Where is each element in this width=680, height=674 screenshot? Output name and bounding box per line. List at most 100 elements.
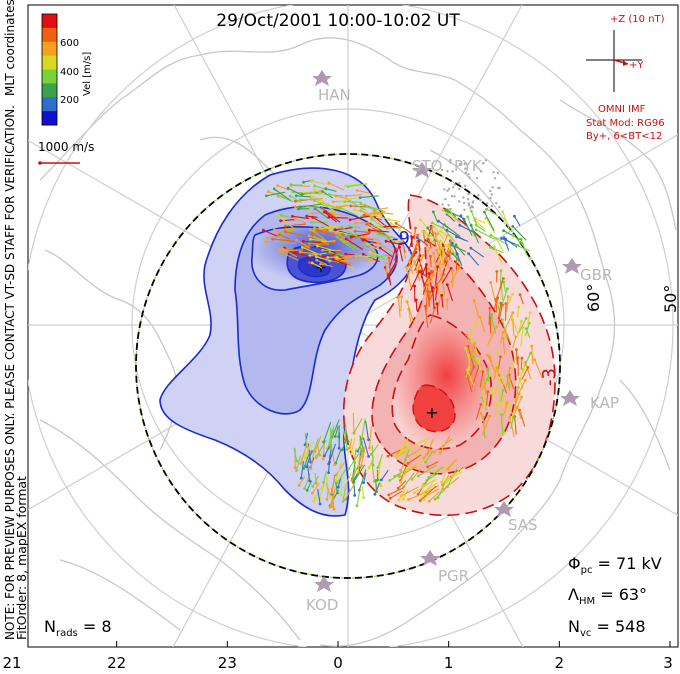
ground-scatter-dot: [464, 167, 467, 170]
velocity-vector-origin: [321, 457, 325, 461]
velocity-vector: [494, 377, 501, 395]
velocity-vector-origin: [397, 295, 400, 299]
velocity-vector: [474, 218, 486, 224]
velocity-vector-origin: [439, 229, 442, 233]
velocity-vector-origin: [326, 256, 330, 259]
velocity-vector: [368, 426, 372, 448]
velocity-vector-origin: [424, 460, 427, 464]
velocity-vector: [418, 464, 437, 477]
hm-boundary-green: [135, 153, 561, 579]
velocity-vector: [364, 204, 386, 213]
velocity-vector: [500, 414, 504, 436]
velocity-vector: [512, 319, 515, 336]
velocity-vector-origin: [344, 255, 348, 258]
velocity-vector-origin: [367, 228, 371, 232]
velocity-vector: [279, 234, 291, 240]
velocity-vector: [346, 194, 362, 197]
velocity-vector-origin: [318, 453, 322, 457]
velocity-vector: [378, 461, 382, 474]
velocity-vector-origin: [361, 252, 365, 256]
velocity-vector-origin: [502, 236, 506, 240]
velocity-vector-origin: [432, 225, 436, 228]
velocity-vector-origin: [398, 452, 402, 456]
velocity-vector-origin: [366, 242, 369, 246]
velocity-vector-origin: [325, 226, 328, 229]
velocity-vector-origin: [504, 302, 508, 306]
velocity-vector: [473, 300, 480, 318]
velocity-vector-origin: [498, 376, 502, 380]
velocity-vector-origin: [332, 507, 336, 511]
velocity-vector-origin: [348, 218, 352, 222]
velocity-vector-origin: [427, 272, 431, 275]
velocity-vector-origin: [321, 248, 324, 252]
velocity-vector: [331, 419, 340, 438]
velocity-vector: [489, 356, 494, 370]
ground-scatter-dot: [444, 197, 447, 201]
velocity-vector: [263, 229, 278, 237]
velocity-vector: [345, 238, 364, 250]
velocity-vector-origin: [384, 262, 388, 265]
velocity-vector-origin: [511, 225, 515, 228]
velocity-vector-origin: [340, 237, 343, 241]
velocity-vector-origin: [345, 448, 349, 451]
velocity-vector-origin: [310, 232, 314, 235]
velocity-vector-origin: [348, 199, 351, 203]
velocity-vector: [389, 219, 401, 222]
velocity-vector-origin: [529, 351, 532, 355]
velocity-vector: [513, 215, 521, 227]
velocity-vector: [328, 216, 349, 219]
velocity-vector: [372, 214, 392, 221]
velocity-vector: [449, 209, 456, 221]
velocity-vector-origin: [367, 455, 370, 458]
velocity-vector: [424, 306, 429, 328]
ground-scatter-dot: [486, 202, 489, 205]
velocity-vector-origin: [467, 252, 470, 256]
velocity-vector-origin: [413, 491, 416, 495]
velocity-vector: [353, 464, 366, 483]
velocity-vector-origin: [405, 468, 409, 472]
velocity-vector: [323, 445, 331, 457]
velocity-vector-origin: [482, 378, 486, 382]
velocity-vector-origin: [282, 249, 286, 253]
velocity-vector: [432, 211, 439, 223]
velocity-vector-origin: [423, 231, 427, 235]
velocity-vector-origin: [466, 215, 469, 219]
velocity-vector: [480, 413, 486, 424]
station-label-sto: STO: [412, 157, 443, 175]
velocity-vector: [360, 449, 365, 466]
velocity-vector-origin: [517, 392, 521, 396]
velocity-vector: [355, 222, 372, 224]
velocity-vector: [428, 491, 440, 502]
velocity-vector-origin: [445, 228, 449, 232]
velocity-vector: [452, 244, 467, 253]
velocity-vector: [445, 209, 456, 215]
stat-phi-pc: Φpc = 71 kV: [568, 554, 662, 576]
velocity-vector: [466, 334, 476, 355]
velocity-vector-origin: [479, 403, 483, 406]
velocity-vector: [304, 442, 311, 459]
velocity-vector-origin: [501, 337, 505, 340]
ground-scatter-dot: [467, 198, 470, 201]
velocity-vector-origin: [435, 248, 439, 252]
velocity-vector-origin: [358, 488, 361, 492]
velocity-vector: [423, 275, 434, 295]
velocity-vector-origin: [294, 199, 297, 203]
velocity-vector-origin: [493, 245, 496, 249]
colorbar-segment: [42, 83, 57, 98]
velocity-vector: [511, 336, 517, 349]
velocity-vector-origin: [388, 479, 392, 482]
velocity-vector-origin: [350, 452, 353, 456]
velocity-vector: [503, 237, 510, 251]
velocity-vector-origin: [362, 481, 365, 484]
velocity-vector-origin: [323, 454, 326, 458]
velocity-vector-origin: [299, 476, 303, 480]
velocity-vector-origin: [359, 464, 363, 468]
velocity-vector: [295, 251, 314, 259]
velocity-vector-origin: [458, 223, 462, 227]
velocity-vector-origin: [328, 505, 332, 509]
velocity-vector-origin: [486, 377, 489, 381]
imf-source: OMNI IMF: [598, 104, 646, 115]
velocity-vector: [515, 244, 531, 252]
velocity-vector-origin: [438, 451, 442, 455]
velocity-vector-origin: [328, 250, 332, 254]
